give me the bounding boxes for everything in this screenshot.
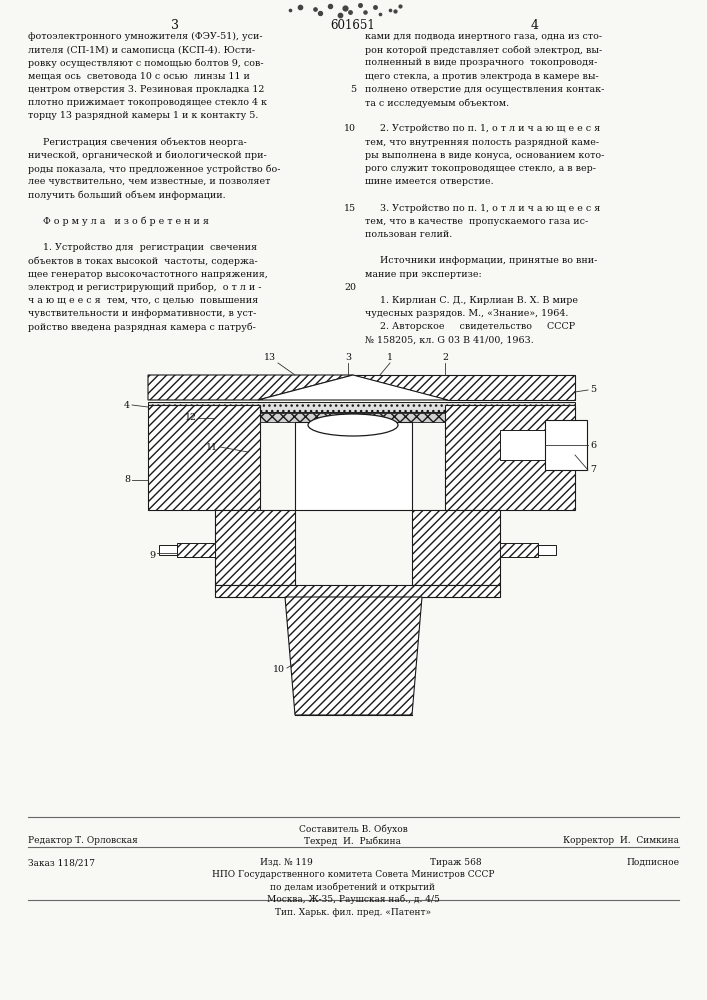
Text: 6: 6: [590, 440, 596, 450]
Text: ровку осуществляют с помощью болтов 9, сов-: ровку осуществляют с помощью болтов 9, с…: [28, 58, 264, 68]
Polygon shape: [215, 510, 295, 585]
Text: 2. Авторское     свидетельство     СССР: 2. Авторское свидетельство СССР: [365, 322, 575, 331]
Polygon shape: [285, 597, 422, 715]
Text: Корректор  И.  Симкина: Корректор И. Симкина: [563, 836, 679, 845]
Text: Москва, Ж-35, Раушская наб., д. 4/5: Москва, Ж-35, Раушская наб., д. 4/5: [267, 894, 440, 904]
Text: Изд. № 119: Изд. № 119: [260, 858, 312, 867]
Polygon shape: [412, 510, 500, 585]
Text: 9: 9: [149, 550, 155, 560]
Text: торцу 13 разрядной камеры 1 и к контакту 5.: торцу 13 разрядной камеры 1 и к контакту…: [28, 111, 258, 120]
Text: пользован гелий.: пользован гелий.: [365, 230, 452, 239]
Text: 10: 10: [344, 124, 356, 133]
Bar: [500, 430, 545, 460]
Text: 3: 3: [345, 353, 351, 362]
Text: щее генератор высокочастотного напряжения,: щее генератор высокочастотного напряжени…: [28, 270, 268, 279]
Text: по делам изобретений и открытий: по делам изобретений и открытий: [271, 882, 436, 892]
Bar: [153, 413, 570, 422]
Text: Редактор Т. Орловская: Редактор Т. Орловская: [28, 836, 138, 845]
Bar: [159, 545, 177, 555]
Polygon shape: [258, 375, 448, 400]
Text: 13: 13: [264, 353, 276, 362]
Text: 8: 8: [124, 476, 130, 485]
Text: полненный в виде прозрачного  токопроводя-: полненный в виде прозрачного токопроводя…: [365, 58, 597, 67]
Text: 11: 11: [206, 442, 218, 452]
Text: 15: 15: [344, 204, 356, 213]
Polygon shape: [148, 375, 353, 400]
Polygon shape: [500, 543, 538, 557]
Text: Подписное: Подписное: [626, 858, 679, 867]
Text: 2: 2: [442, 353, 448, 362]
Text: мещая ось  световода 10 с осью  линзы 11 и: мещая ось световода 10 с осью линзы 11 и: [28, 72, 250, 81]
Text: № 158205, кл. G 03 B 41/00, 1963.: № 158205, кл. G 03 B 41/00, 1963.: [365, 336, 534, 345]
Text: получить больший объем информации.: получить больший объем информации.: [28, 190, 226, 200]
Text: тем, что в качестве  пропускаемого газа ис-: тем, что в качестве пропускаемого газа и…: [365, 217, 588, 226]
Text: электрод и регистрирующий прибор,  о т л и -: электрод и регистрирующий прибор, о т л …: [28, 283, 262, 292]
Text: 20: 20: [344, 283, 356, 292]
Text: Ф о р м у л а   и з о б р е т е н и я: Ф о р м у л а и з о б р е т е н и я: [28, 217, 209, 226]
Text: Техред  И.  Рыбкина: Техред И. Рыбкина: [305, 836, 402, 846]
Text: 3. Устройство по п. 1, о т л и ч а ю щ е е с я: 3. Устройство по п. 1, о т л и ч а ю щ е…: [365, 204, 600, 213]
Text: 7: 7: [590, 466, 596, 475]
Text: 2. Устройство по п. 1, о т л и ч а ю щ е е с я: 2. Устройство по п. 1, о т л и ч а ю щ е…: [365, 124, 600, 133]
Text: Источники информации, принятые во вни-: Источники информации, принятые во вни-: [365, 256, 597, 265]
Text: центром отверстия 3. Резиновая прокладка 12: центром отверстия 3. Резиновая прокладка…: [28, 85, 264, 94]
Polygon shape: [353, 375, 575, 400]
Text: Тип. Харьк. фил. пред. «Патент»: Тип. Харьк. фил. пред. «Патент»: [275, 908, 431, 917]
Bar: [148, 402, 575, 412]
Text: ры выполнена в виде конуса, основанием кото-: ры выполнена в виде конуса, основанием к…: [365, 151, 604, 160]
Bar: [545, 420, 587, 470]
Text: НПО Государственного комитета Совета Министров СССР: НПО Государственного комитета Совета Мин…: [212, 870, 494, 879]
Text: 12: 12: [185, 414, 197, 422]
Text: тем, что внутренняя полость разрядной каме-: тем, что внутренняя полость разрядной ка…: [365, 138, 599, 147]
Text: ками для подвода инертного газа, одна из сто-: ками для подвода инертного газа, одна из…: [365, 32, 602, 41]
Text: рого служит токопроводящее стекло, а в вер-: рого служит токопроводящее стекло, а в в…: [365, 164, 596, 173]
Text: та с исследуемым объектом.: та с исследуемым объектом.: [365, 98, 509, 107]
Text: 1: 1: [387, 353, 393, 362]
Text: Составитель В. Обухов: Составитель В. Обухов: [298, 824, 407, 834]
Text: чувствительности и информативности, в уст-: чувствительности и информативности, в ус…: [28, 309, 257, 318]
Text: 10: 10: [273, 666, 285, 674]
Text: объектов в токах высокой  частоты, содержа-: объектов в токах высокой частоты, содерж…: [28, 256, 258, 266]
Bar: [295, 422, 412, 510]
Text: ч а ю щ е е с я  тем, что, с целью  повышения: ч а ю щ е е с я тем, что, с целью повыше…: [28, 296, 258, 305]
Polygon shape: [445, 405, 575, 510]
Text: нической, органической и биологической при-: нической, органической и биологической п…: [28, 151, 267, 160]
Text: Заказ 118/217: Заказ 118/217: [28, 858, 95, 867]
Text: ройство введена разрядная камера с патруб-: ройство введена разрядная камера с патру…: [28, 322, 256, 332]
Text: щего стекла, а против электрода в камере вы-: щего стекла, а против электрода в камере…: [365, 72, 599, 81]
Text: чудесных разрядов. М., «Знание», 1964.: чудесных разрядов. М., «Знание», 1964.: [365, 309, 568, 318]
Bar: [538, 545, 556, 555]
Text: плотно прижимает токопроводящее стекло 4 к: плотно прижимает токопроводящее стекло 4…: [28, 98, 267, 107]
Text: 4: 4: [531, 19, 539, 32]
Polygon shape: [148, 405, 260, 510]
Text: 601651: 601651: [331, 19, 375, 32]
Text: лее чувствительно, чем известные, и позволяет: лее чувствительно, чем известные, и позв…: [28, 177, 270, 186]
Polygon shape: [215, 585, 500, 597]
Text: 5: 5: [350, 85, 356, 94]
Text: шине имеется отверстие.: шине имеется отверстие.: [365, 177, 493, 186]
Text: Регистрация свечения объектов неорга-: Регистрация свечения объектов неорга-: [28, 138, 247, 147]
Text: 1. Кирлиан С. Д., Кирлиан В. Х. В мире: 1. Кирлиан С. Д., Кирлиан В. Х. В мире: [365, 296, 578, 305]
Text: 3: 3: [171, 19, 179, 32]
Text: 1. Устройство для  регистрации  свечения: 1. Устройство для регистрации свечения: [28, 243, 257, 252]
Text: лителя (СП-1М) и самописца (КСП-4). Юсти-: лителя (СП-1М) и самописца (КСП-4). Юсти…: [28, 45, 255, 54]
Text: роды показала, что предложенное устройство бо-: роды показала, что предложенное устройст…: [28, 164, 281, 174]
Text: полнено отверстие для осуществления контак-: полнено отверстие для осуществления конт…: [365, 85, 604, 94]
Text: Тираж 568: Тираж 568: [430, 858, 481, 867]
Text: рон которой представляет собой электрод, вы-: рон которой представляет собой электрод,…: [365, 45, 602, 55]
Polygon shape: [177, 543, 215, 557]
Text: фотоэлектронного умножителя (ФЭУ-51), уси-: фотоэлектронного умножителя (ФЭУ-51), ус…: [28, 32, 262, 41]
Text: мание при экспертизе:: мание при экспертизе:: [365, 270, 481, 279]
Text: 4: 4: [124, 400, 130, 410]
Ellipse shape: [308, 414, 398, 436]
Text: 5: 5: [590, 385, 596, 394]
